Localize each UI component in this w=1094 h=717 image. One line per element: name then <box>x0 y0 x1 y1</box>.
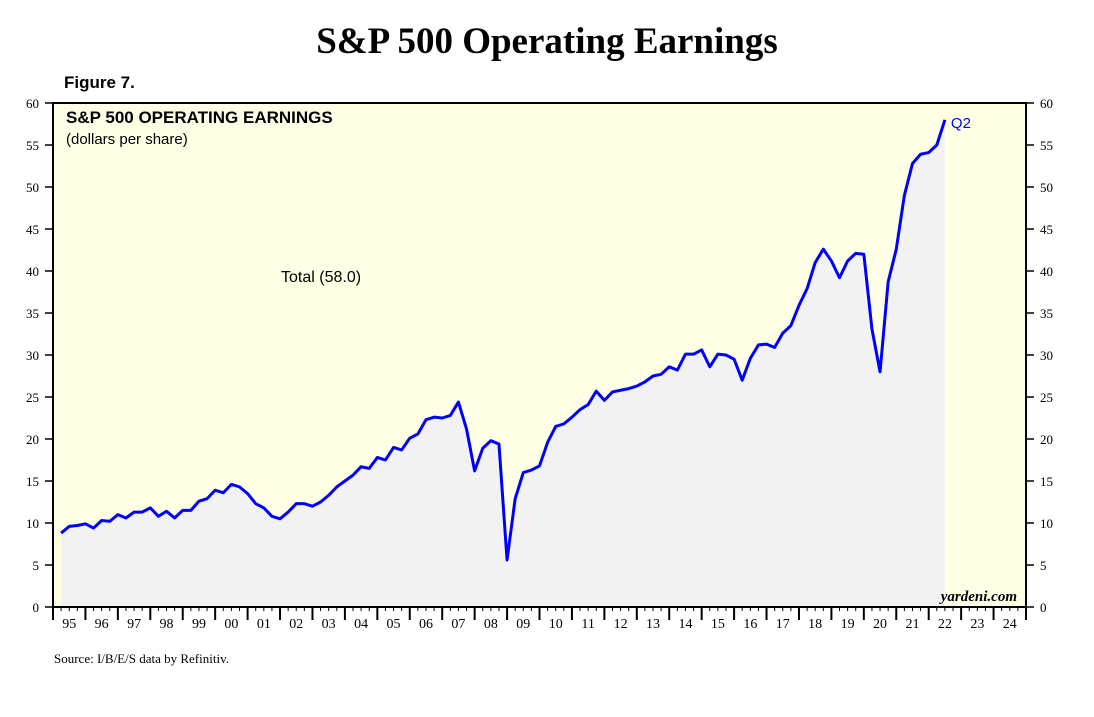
x-tick-label: 04 <box>354 617 368 632</box>
last-point-label: Q2 <box>951 115 971 132</box>
y-tick-label: 5 <box>1040 558 1047 573</box>
x-tick-label: 09 <box>516 617 530 632</box>
y-tick-label: 25 <box>1040 390 1053 405</box>
y-tick-label: 5 <box>33 558 40 573</box>
x-tick-label: 15 <box>711 617 725 632</box>
x-tick-label: 19 <box>841 617 855 632</box>
series-label: Total (58.0) <box>281 269 361 286</box>
watermark: yardeni.com <box>939 589 1017 605</box>
y-tick-label: 35 <box>26 306 39 321</box>
y-tick-label: 35 <box>1040 306 1053 321</box>
y-tick-label: 20 <box>1040 432 1053 447</box>
x-tick-label: 17 <box>776 617 790 632</box>
y-tick-label: 0 <box>1040 600 1047 615</box>
x-tick-label: 13 <box>646 617 660 632</box>
x-tick-label: 24 <box>1003 617 1017 632</box>
x-tick-label: 07 <box>451 617 465 632</box>
x-tick-label: 08 <box>484 617 498 632</box>
x-tick-label: 18 <box>808 617 822 632</box>
y-tick-label: 15 <box>1040 474 1053 489</box>
earnings-area <box>61 119 945 608</box>
x-tick-label: 21 <box>905 617 919 632</box>
chart-subtitle: (dollars per share) <box>66 131 188 148</box>
figure-label: Figure 7. <box>64 73 135 92</box>
x-tick-label: 97 <box>127 617 141 632</box>
x-tick-label: 01 <box>257 617 271 632</box>
y-tick-label: 50 <box>26 180 39 195</box>
x-tick-label: 02 <box>289 617 303 632</box>
x-tick-label: 06 <box>419 617 433 632</box>
y-tick-label: 15 <box>26 474 39 489</box>
x-tick-label: 10 <box>549 617 563 632</box>
y-tick-label: 30 <box>26 348 39 363</box>
x-tick-label: 99 <box>192 617 206 632</box>
y-tick-label: 55 <box>26 138 39 153</box>
x-tick-label: 20 <box>873 617 887 632</box>
y-tick-label: 60 <box>26 96 39 111</box>
y-tick-label: 25 <box>26 390 39 405</box>
plot-frame <box>52 102 1027 608</box>
y-tick-label: 45 <box>26 222 39 237</box>
x-tick-label: 23 <box>970 617 984 632</box>
x-tick-label: 11 <box>581 617 594 632</box>
y-tick-label: 60 <box>1040 96 1053 111</box>
x-tick-label: 98 <box>160 617 174 632</box>
x-tick-label: 03 <box>322 617 336 632</box>
y-tick-label: 40 <box>26 264 39 279</box>
x-tick-label: 14 <box>678 617 692 632</box>
x-tick-label: 12 <box>614 617 628 632</box>
main-title: S&P 500 Operating Earnings <box>316 21 778 62</box>
earnings-line <box>60 119 947 562</box>
x-tick-label: 05 <box>387 617 401 632</box>
y-tick-label: 0 <box>33 600 40 615</box>
x-tick-label: 16 <box>743 617 757 632</box>
y-tick-label: 55 <box>1040 138 1053 153</box>
y-tick-label: 20 <box>26 432 39 447</box>
source-note: Source: I/B/E/S data by Refinitiv. <box>54 651 229 666</box>
x-tick-label: 95 <box>62 617 76 632</box>
x-tick-label: 00 <box>224 617 238 632</box>
y-tick-label: 40 <box>1040 264 1053 279</box>
x-tick-label: 22 <box>938 617 952 632</box>
y-tick-label: 45 <box>1040 222 1053 237</box>
chart-title: S&P 500 OPERATING EARNINGS <box>66 108 333 127</box>
y-tick-label: 10 <box>1040 516 1053 531</box>
y-tick-label: 50 <box>1040 180 1053 195</box>
x-tick-label: 96 <box>95 617 109 632</box>
y-tick-label: 30 <box>1040 348 1053 363</box>
y-tick-label: 10 <box>26 516 39 531</box>
